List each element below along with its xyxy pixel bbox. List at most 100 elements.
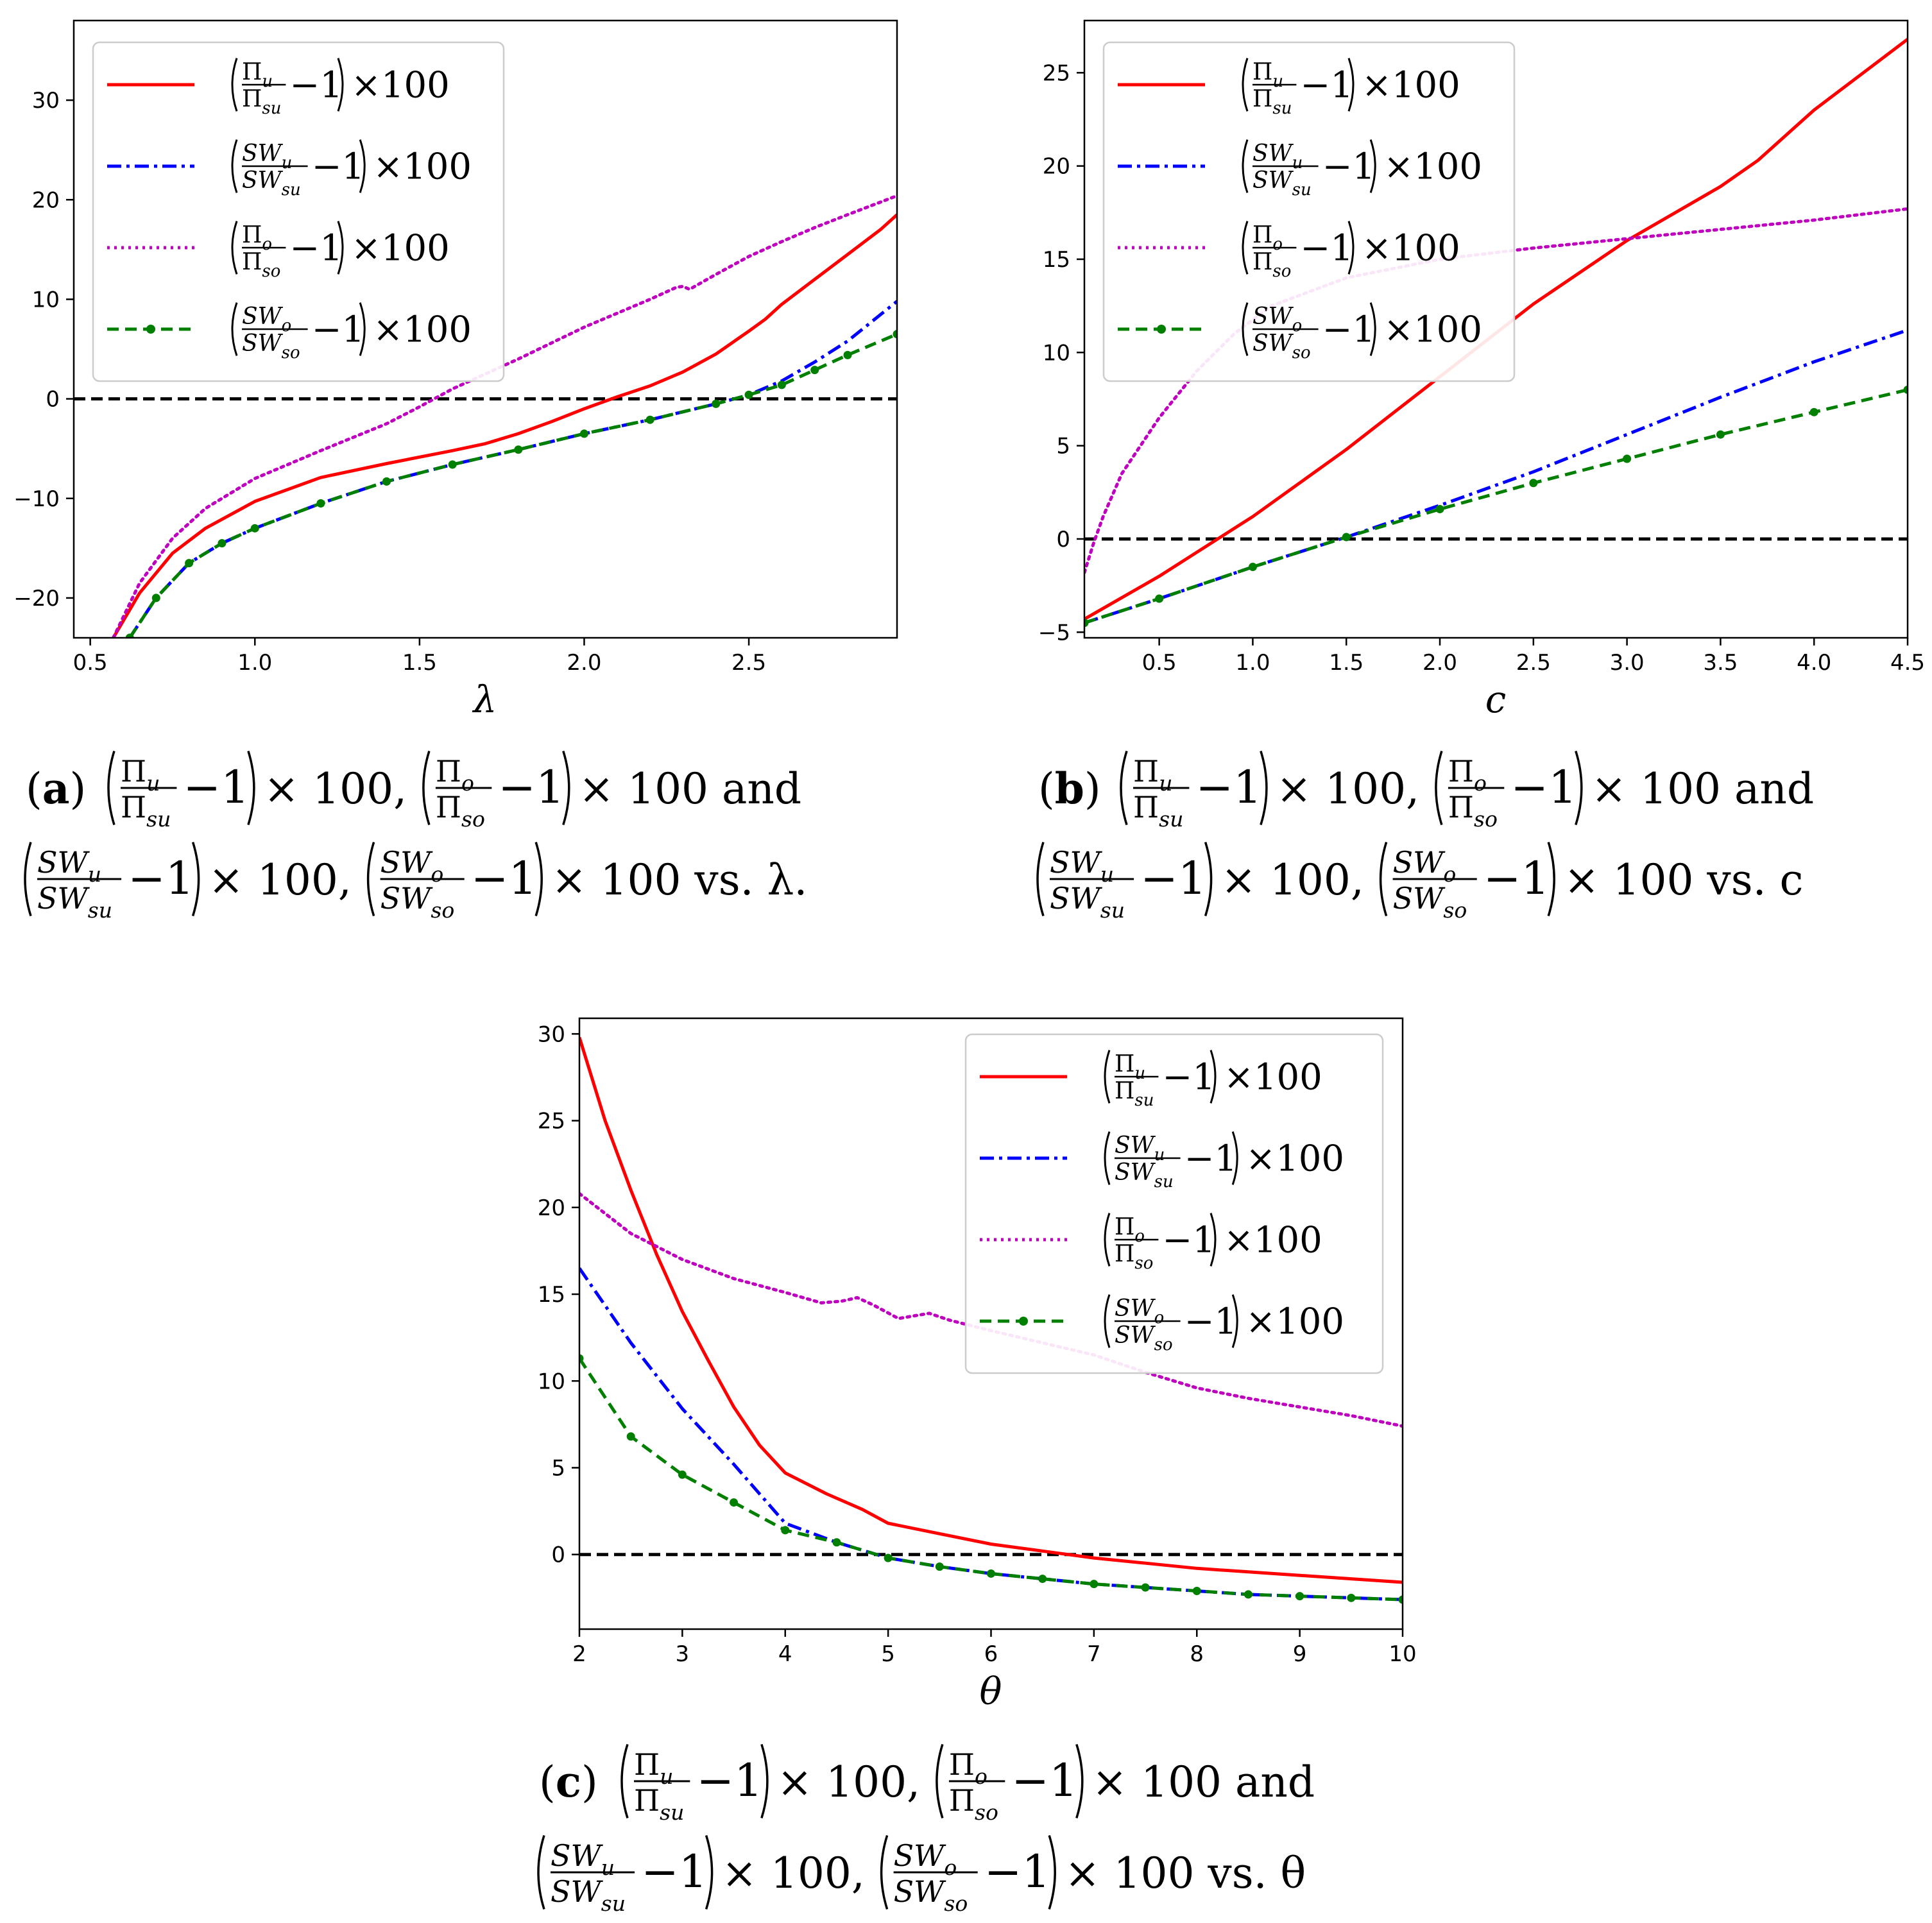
- numerator-subscript: u: [1159, 771, 1172, 796]
- times-hundred: ×100: [373, 309, 472, 351]
- left-paren: [1104, 1050, 1111, 1104]
- y-tick-label: 30: [32, 88, 60, 114]
- legend-marker-sw_o: [146, 325, 155, 334]
- numerator-base: SW: [242, 303, 284, 330]
- left-paren: [1242, 302, 1249, 356]
- y-tick-label: 25: [1043, 60, 1070, 86]
- left-paren: [936, 1743, 944, 1819]
- y-tick-label: 10: [538, 1369, 565, 1394]
- fraction-denominator: SWso: [1115, 1322, 1173, 1355]
- fraction-numerator: SWu: [1115, 1132, 1165, 1165]
- fraction-denominator: SWso: [1393, 881, 1467, 923]
- denominator-subscript: so: [944, 1891, 968, 1916]
- series-line-pi_u: [112, 213, 897, 638]
- data-point-sw_o: [316, 499, 325, 508]
- y-tick-label: 20: [538, 1195, 565, 1221]
- x-tick-label: 1.5: [1329, 650, 1364, 676]
- left-paren: [620, 1743, 629, 1819]
- right-paren: [1347, 221, 1355, 275]
- right-paren: [1231, 1131, 1238, 1185]
- numerator-subscript: o: [975, 1764, 987, 1789]
- numerator-subscript: u: [1100, 862, 1114, 887]
- caption-line2-end: × 100 vs. θ: [1064, 1849, 1306, 1898]
- numerator-base: SW: [37, 845, 90, 880]
- minus-one: −1: [1300, 228, 1353, 269]
- denominator-subscript: su: [146, 807, 171, 832]
- fraction-denominator: SWso: [894, 1874, 968, 1916]
- fraction-numerator: SWo: [1252, 303, 1302, 336]
- numerator-base: SW: [242, 141, 284, 167]
- caption-tag-open: (: [539, 1757, 556, 1807]
- numerator-base: SW: [1115, 1295, 1156, 1322]
- data-point-sw_o: [893, 330, 897, 339]
- denominator-base: SW: [551, 1874, 604, 1909]
- fraction-denominator: Πsu: [634, 1783, 684, 1825]
- fraction-denominator: Πso: [436, 790, 485, 832]
- fraction-denominator: Πsu: [1133, 790, 1183, 832]
- denominator-subscript: so: [1292, 343, 1311, 363]
- fraction-numerator: Πo: [436, 754, 474, 796]
- minus-one: −1: [1011, 1754, 1077, 1807]
- right-paren: [359, 302, 366, 356]
- numerator-base: SW: [1050, 845, 1103, 880]
- y-tick-label: 15: [538, 1282, 565, 1308]
- minus-one: −1: [1162, 1057, 1215, 1098]
- left-paren: [1120, 750, 1128, 826]
- legend-box: [964, 1033, 1384, 1374]
- data-point-sw_o: [678, 1470, 687, 1479]
- caption-separator: × 100,: [264, 764, 407, 814]
- numerator-base: Π: [1448, 754, 1474, 789]
- x-tick-label: 0.5: [1142, 650, 1177, 676]
- axes-frame-a: [73, 19, 898, 639]
- data-point-sw_o: [712, 399, 721, 408]
- denominator-subscript: so: [262, 262, 280, 281]
- left-paren: [422, 750, 431, 826]
- x-tick-label: 10: [1389, 1641, 1416, 1667]
- y-tick-label: 20: [32, 187, 60, 213]
- denominator-base: Π: [242, 249, 262, 275]
- denominator-subscript: su: [1292, 180, 1312, 200]
- legend-box: [92, 41, 505, 382]
- left-paren: [1242, 139, 1249, 193]
- right-paren: [337, 58, 344, 112]
- numerator-base: Π: [1115, 1214, 1134, 1240]
- chart-c-ticks: 2 3 4 5 6 7 8 9 10 0 5 10 15 20 25 30: [538, 1021, 1417, 1667]
- minus-one: −1: [1195, 761, 1261, 814]
- left-paren: [1242, 58, 1249, 112]
- numerator-subscript: u: [146, 771, 160, 796]
- fraction-numerator: Πu: [1133, 754, 1172, 796]
- right-paren: [1204, 841, 1213, 917]
- y-tick-label: 5: [551, 1455, 565, 1481]
- denominator-base: Π: [1448, 790, 1474, 825]
- times-hundred: ×100: [1383, 309, 1482, 351]
- panel-b: 0.5 1.0 1.5 2.0 2.5 3.0 3.5 4.0 4.5−50510152025 …: [1038, 19, 1925, 721]
- numerator-base: Π: [1252, 59, 1272, 85]
- denominator-base: SW: [1252, 330, 1294, 357]
- caption-line1-end: × 100 and: [1591, 764, 1814, 814]
- data-point-sw_o: [250, 524, 259, 533]
- data-point-sw_o: [744, 390, 753, 399]
- fraction-numerator: SWu: [1252, 141, 1303, 173]
- minus-one: −1: [984, 1845, 1050, 1898]
- times-hundred: ×100: [1245, 1301, 1344, 1343]
- numerator-base: Π: [1115, 1051, 1134, 1077]
- times-hundred: ×100: [1362, 228, 1460, 269]
- data-point-sw_o: [151, 594, 160, 603]
- fraction-denominator: Πso: [949, 1783, 998, 1825]
- y-tick-label: 0: [46, 387, 60, 413]
- denominator-subscript: su: [1100, 898, 1125, 923]
- y-tick-label: −20: [13, 586, 60, 611]
- data-point-sw_o: [777, 380, 786, 389]
- minus-one: −1: [1300, 65, 1353, 107]
- x-tick-label: 1.0: [1235, 650, 1270, 676]
- minus-one: −1: [183, 761, 249, 814]
